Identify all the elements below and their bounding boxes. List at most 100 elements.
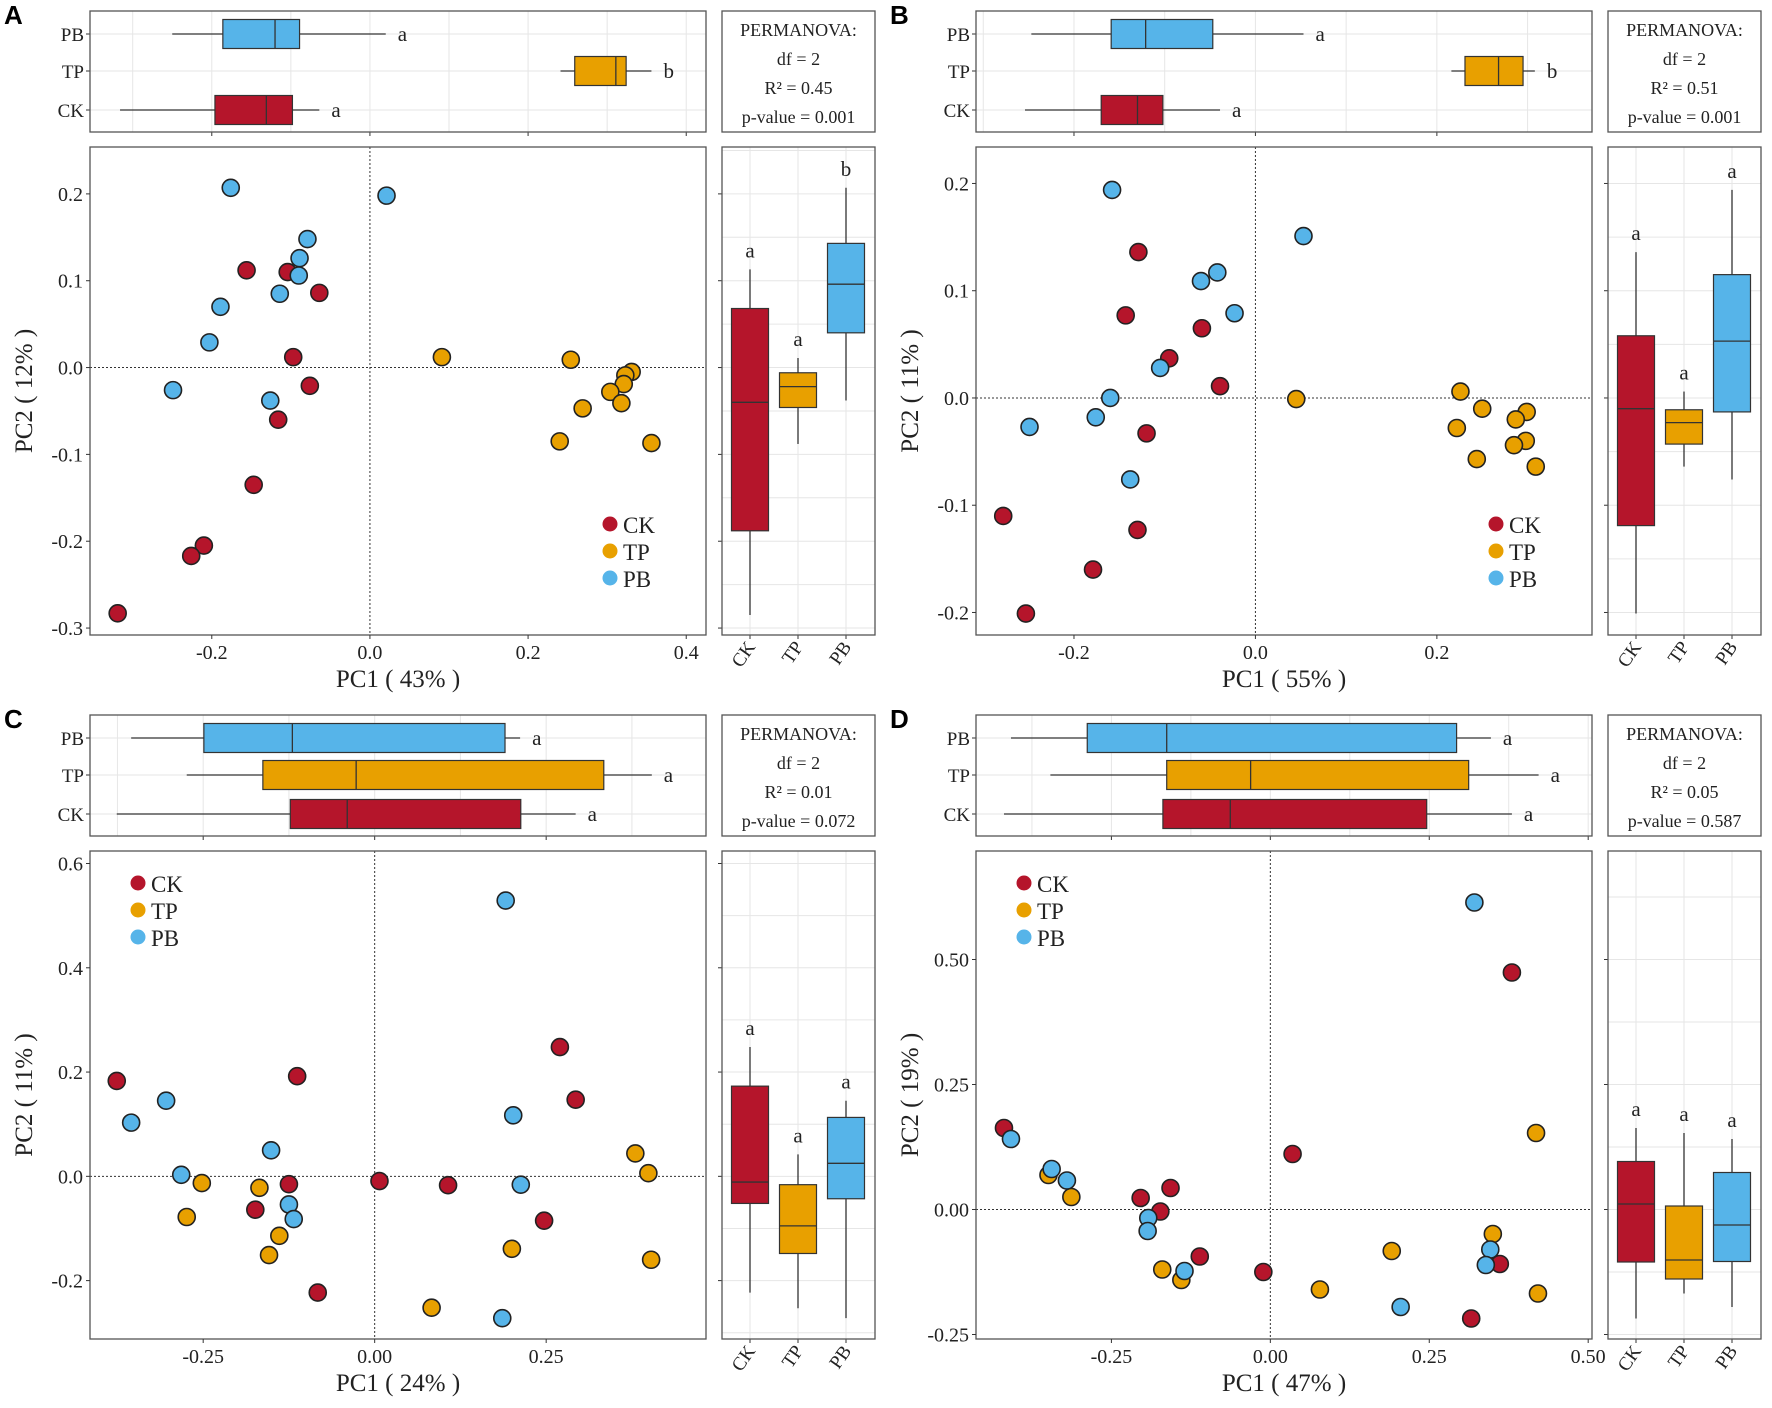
point-pb	[1391, 1297, 1410, 1317]
category-label: TP	[948, 62, 970, 83]
scatter-plot: -0.25 0.00 0.25 0.50 -0.25 0.00 0.25 0.50 PC1 ( …	[897, 850, 1606, 1397]
box	[778, 372, 818, 409]
point-tp	[550, 432, 570, 451]
point-tp	[502, 1239, 522, 1259]
right-box-ck: a CK	[728, 238, 770, 671]
right-boxplot-frame	[721, 850, 876, 1340]
point-ck	[283, 347, 303, 367]
category-label: CK	[1614, 1342, 1647, 1376]
point-tp	[612, 393, 631, 413]
permanova-frame	[721, 10, 876, 133]
point-pb	[270, 284, 290, 304]
permanova-title: PERMANOVA:	[740, 20, 857, 40]
point-pb	[171, 1165, 191, 1185]
right-boxplot: a CK a TP b PB	[718, 146, 876, 671]
point-tp	[1467, 449, 1487, 469]
significance-letter: a	[1679, 1102, 1689, 1126]
top-box-tp: b TP	[62, 55, 674, 87]
point-pb	[1175, 1261, 1194, 1281]
significance-letter: a	[745, 1016, 755, 1040]
y-tick-label: 0.0	[944, 388, 969, 410]
permanova-p: p-value = 0.072	[742, 811, 856, 831]
x-tick-label: -0.25	[1091, 1346, 1133, 1368]
category-label: TP	[62, 62, 84, 83]
x-tick-label: -0.2	[1058, 642, 1090, 664]
box	[1166, 759, 1470, 791]
scatter-plot: -0.2 0.0 0.2 0.4 -0.3 -0.2 -0.1 0.0 0.1 0.2 PC1 ( …	[11, 146, 707, 693]
point-tp	[177, 1207, 197, 1227]
y-tick-label: 0.2	[58, 184, 83, 206]
y-tick-label: -0.3	[51, 618, 83, 640]
point-ck	[1254, 1262, 1273, 1282]
legend-marker-tp	[130, 902, 146, 918]
point-pb	[1150, 358, 1170, 378]
significance-letter: a	[398, 22, 408, 46]
box	[574, 55, 627, 87]
point-pb	[284, 1209, 304, 1229]
y-tick-label: 0.00	[934, 1200, 969, 1222]
significance-letter: a	[1679, 361, 1689, 385]
point-pb	[1476, 1255, 1496, 1275]
point-pb	[1225, 303, 1244, 323]
category-label: CK	[728, 1342, 761, 1376]
box	[826, 242, 866, 334]
right-boxplot-frame	[721, 146, 876, 636]
legend-marker-tp	[1016, 902, 1032, 918]
significance-letter: a	[588, 802, 598, 826]
significance-letter: a	[793, 1123, 803, 1147]
point-tp	[432, 347, 452, 367]
right-boxplot-frame	[1607, 146, 1762, 636]
legend-label-ck: CK	[1509, 513, 1541, 538]
legend-label-pb: PB	[1509, 567, 1537, 592]
top-boxplot: a PB a TP a CK	[944, 714, 1593, 840]
category-label: CK	[58, 101, 85, 122]
box	[778, 1184, 818, 1255]
point-tp	[573, 399, 592, 418]
point-ck	[237, 261, 256, 280]
x-tick-label: 0.2	[516, 642, 541, 664]
y-tick-label: 0.0	[58, 1166, 83, 1188]
point-ck	[287, 1066, 307, 1086]
point-ck	[1190, 1247, 1210, 1266]
panel-letter: D	[890, 704, 909, 734]
x-tick-label: 0.00	[357, 1346, 392, 1368]
top-boxplot: a PB a TP a CK	[58, 714, 707, 840]
point-pb	[289, 266, 309, 285]
box	[730, 307, 770, 532]
legend-marker-ck	[130, 875, 146, 891]
significance-letter: a	[1631, 1097, 1641, 1121]
box	[1100, 94, 1164, 126]
box	[1712, 1171, 1752, 1263]
point-ck	[108, 603, 127, 623]
y-axis-title: PC2 ( 12% )	[11, 329, 38, 453]
permanova-r2: R² = 0.05	[1650, 782, 1718, 802]
significance-letter: a	[841, 1070, 851, 1094]
legend-label-ck: CK	[151, 872, 183, 897]
top-boxplot: a PB b TP a CK	[944, 10, 1593, 136]
point-pb	[496, 891, 515, 910]
point-ck	[300, 376, 320, 396]
box	[1616, 335, 1656, 527]
point-pb	[298, 229, 317, 249]
category-label: CK	[944, 101, 971, 122]
significance-letter: a	[793, 327, 803, 351]
point-tp	[1286, 389, 1306, 409]
point-pb	[1120, 470, 1140, 489]
legend-label-tp: TP	[1509, 540, 1536, 565]
legend-marker-pb	[1488, 570, 1504, 586]
permanova-df: df = 2	[1663, 49, 1706, 69]
point-ck	[1283, 1144, 1302, 1164]
legend-label-tp: TP	[623, 540, 650, 565]
box	[1162, 798, 1428, 830]
panel-letter: C	[4, 704, 23, 734]
y-axis-title: PC2 ( 11% )	[11, 1033, 38, 1156]
point-ck	[246, 1200, 265, 1220]
scatter-frame	[975, 850, 1593, 1340]
legend-label-tp: TP	[1037, 899, 1064, 924]
permanova-df: df = 2	[777, 49, 820, 69]
y-tick-label: -0.2	[937, 602, 969, 624]
category-label: TP	[1664, 638, 1694, 668]
point-pb	[1191, 271, 1211, 291]
category-label: CK	[58, 805, 85, 826]
